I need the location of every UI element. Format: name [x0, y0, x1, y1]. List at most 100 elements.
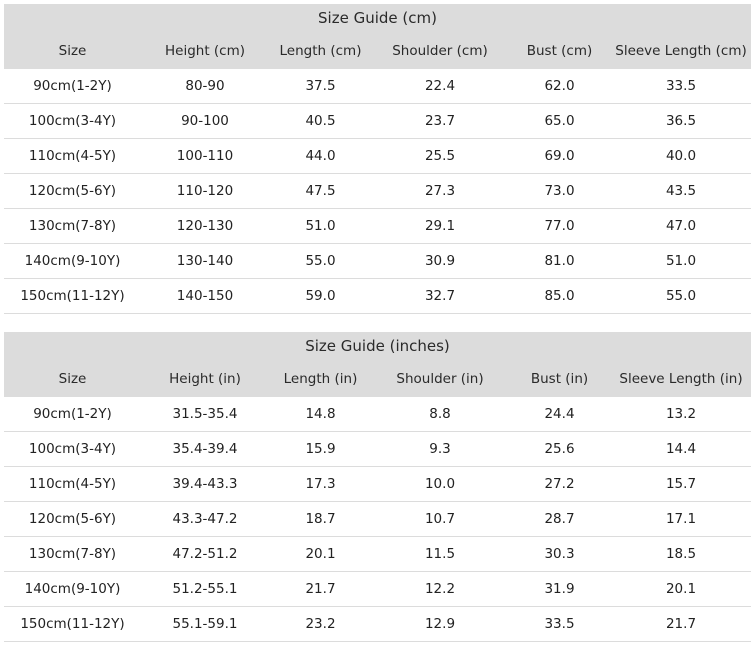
table-header-row: Size Height (cm) Length (cm) Shoulder (c…: [4, 33, 751, 69]
cell-shoulder: 29.1: [424, 218, 456, 234]
cell-bust: 85.0: [544, 288, 575, 304]
cell-height: 90-100: [181, 113, 229, 129]
cell-sleeve-length: 20.1: [665, 581, 697, 597]
cell-size: 130cm(7-8Y): [28, 218, 117, 234]
cell-length: 20.1: [305, 546, 336, 562]
cell-bust: 27.2: [544, 476, 575, 492]
cell-size: 100cm(3-4Y): [28, 113, 117, 129]
table-header-row: Size Height (in) Length (in) Shoulder (i…: [4, 361, 751, 397]
column-header-shoulder: Shoulder (cm): [392, 43, 488, 59]
cell-shoulder: 8.8: [429, 406, 451, 422]
cell-length: 44.0: [305, 148, 336, 164]
cell-length: 51.0: [305, 218, 336, 234]
cell-shoulder: 12.2: [424, 581, 456, 597]
table-title: Size Guide (cm): [4, 4, 751, 33]
cell-height: 140-150: [176, 288, 234, 304]
cell-bust: 33.5: [544, 616, 575, 632]
table-row: 100cm(3-4Y) 90-100 40.5 23.7 65.0 36.5: [4, 104, 751, 139]
table-body: 90cm(1-2Y) 80-90 37.5 22.4 62.0 33.5 100cm(3-4…: [4, 69, 751, 314]
table-row: 100cm(3-4Y) 35.4-39.4 15.9 9.3 25.6 14.4: [4, 432, 751, 467]
cell-sleeve-length: 36.5: [665, 113, 697, 129]
cell-bust: 65.0: [544, 113, 575, 129]
column-header-length: Length (cm): [279, 43, 362, 59]
size-guide-table-inches: Size Guide (inches) Size Height (in) Len…: [4, 332, 751, 642]
table-row: 130cm(7-8Y) 120-130 51.0 29.1 77.0 47.0: [4, 209, 751, 244]
cell-bust: 30.3: [544, 546, 575, 562]
cell-size: 120cm(5-6Y): [28, 511, 117, 527]
table-row: 110cm(4-5Y) 100-110 44.0 25.5 69.0 40.0: [4, 139, 751, 174]
cell-height: 47.2-51.2: [172, 546, 238, 562]
column-header-length: Length (in): [283, 371, 358, 387]
column-header-shoulder: Shoulder (in): [396, 371, 484, 387]
cell-sleeve-length: 51.0: [665, 253, 697, 269]
cell-length: 23.2: [305, 616, 336, 632]
cell-height: 120-130: [176, 218, 234, 234]
cell-bust: 28.7: [544, 511, 575, 527]
table-row: 120cm(5-6Y) 110-120 47.5 27.3 73.0 43.5: [4, 174, 751, 209]
cell-length: 18.7: [305, 511, 336, 527]
cell-length: 59.0: [305, 288, 336, 304]
table-row: 140cm(9-10Y) 51.2-55.1 21.7 12.2 31.9 20.1: [4, 572, 751, 607]
cell-bust: 73.0: [544, 183, 575, 199]
table-row: 120cm(5-6Y) 43.3-47.2 18.7 10.7 28.7 17.1: [4, 502, 751, 537]
cell-sleeve-length: 43.5: [665, 183, 697, 199]
cell-height: 39.4-43.3: [172, 476, 238, 492]
table-row: 130cm(7-8Y) 47.2-51.2 20.1 11.5 30.3 18.5: [4, 537, 751, 572]
column-header-sleeve-length: Sleeve Length (cm): [615, 43, 747, 59]
table-row: 150cm(11-12Y) 140-150 59.0 32.7 85.0 55.0: [4, 279, 751, 314]
cell-shoulder: 25.5: [424, 148, 456, 164]
column-header-sleeve-length: Sleeve Length (in): [619, 371, 743, 387]
cell-sleeve-length: 40.0: [665, 148, 697, 164]
cell-height: 130-140: [176, 253, 234, 269]
column-header-height: Height (cm): [164, 43, 246, 59]
column-header-height: Height (in): [169, 371, 241, 387]
table-row: 90cm(1-2Y) 80-90 37.5 22.4 62.0 33.5: [4, 69, 751, 104]
cell-sleeve-length: 14.4: [665, 441, 697, 457]
cell-height: 51.2-55.1: [172, 581, 238, 597]
cell-height: 35.4-39.4: [172, 441, 238, 457]
cell-length: 14.8: [305, 406, 336, 422]
cell-size: 130cm(7-8Y): [28, 546, 117, 562]
cell-length: 47.5: [305, 183, 336, 199]
cell-size: 150cm(11-12Y): [20, 616, 125, 632]
cell-size: 140cm(9-10Y): [24, 581, 121, 597]
cell-shoulder: 10.7: [424, 511, 456, 527]
cell-shoulder: 9.3: [429, 441, 451, 457]
cell-size: 120cm(5-6Y): [28, 183, 117, 199]
table-row: 150cm(11-12Y) 55.1-59.1 23.2 12.9 33.5 21.7: [4, 607, 751, 642]
column-header-size: Size: [58, 43, 87, 59]
cell-length: 21.7: [305, 581, 336, 597]
cell-shoulder: 12.9: [424, 616, 456, 632]
cell-sleeve-length: 55.0: [665, 288, 697, 304]
cell-length: 55.0: [305, 253, 336, 269]
cell-height: 55.1-59.1: [172, 616, 238, 632]
cell-sleeve-length: 33.5: [665, 78, 697, 94]
cell-bust: 81.0: [544, 253, 575, 269]
cell-sleeve-length: 21.7: [665, 616, 697, 632]
cell-shoulder: 11.5: [424, 546, 456, 562]
cell-shoulder: 23.7: [424, 113, 456, 129]
cell-height: 80-90: [185, 78, 225, 94]
cell-size: 100cm(3-4Y): [28, 441, 117, 457]
table-body: 90cm(1-2Y) 31.5-35.4 14.8 8.8 24.4 13.2 100cm(…: [4, 397, 751, 642]
cell-bust: 69.0: [544, 148, 575, 164]
cell-size: 90cm(1-2Y): [33, 78, 112, 94]
table-title: Size Guide (inches): [4, 332, 751, 361]
cell-size: 90cm(1-2Y): [33, 406, 112, 422]
cell-size: 110cm(4-5Y): [28, 148, 117, 164]
cell-bust: 77.0: [544, 218, 575, 234]
cell-bust: 24.4: [544, 406, 575, 422]
cell-sleeve-length: 18.5: [665, 546, 697, 562]
cell-size: 150cm(11-12Y): [20, 288, 125, 304]
cell-shoulder: 27.3: [424, 183, 456, 199]
cell-size: 110cm(4-5Y): [28, 476, 117, 492]
cell-length: 15.9: [305, 441, 336, 457]
cell-shoulder: 30.9: [424, 253, 456, 269]
cell-sleeve-length: 13.2: [665, 406, 697, 422]
cell-length: 37.5: [305, 78, 336, 94]
column-header-bust: Bust (cm): [526, 43, 593, 59]
cell-height: 100-110: [176, 148, 234, 164]
column-header-size: Size: [58, 371, 87, 387]
cell-length: 17.3: [305, 476, 336, 492]
table-row: 110cm(4-5Y) 39.4-43.3 17.3 10.0 27.2 15.7: [4, 467, 751, 502]
